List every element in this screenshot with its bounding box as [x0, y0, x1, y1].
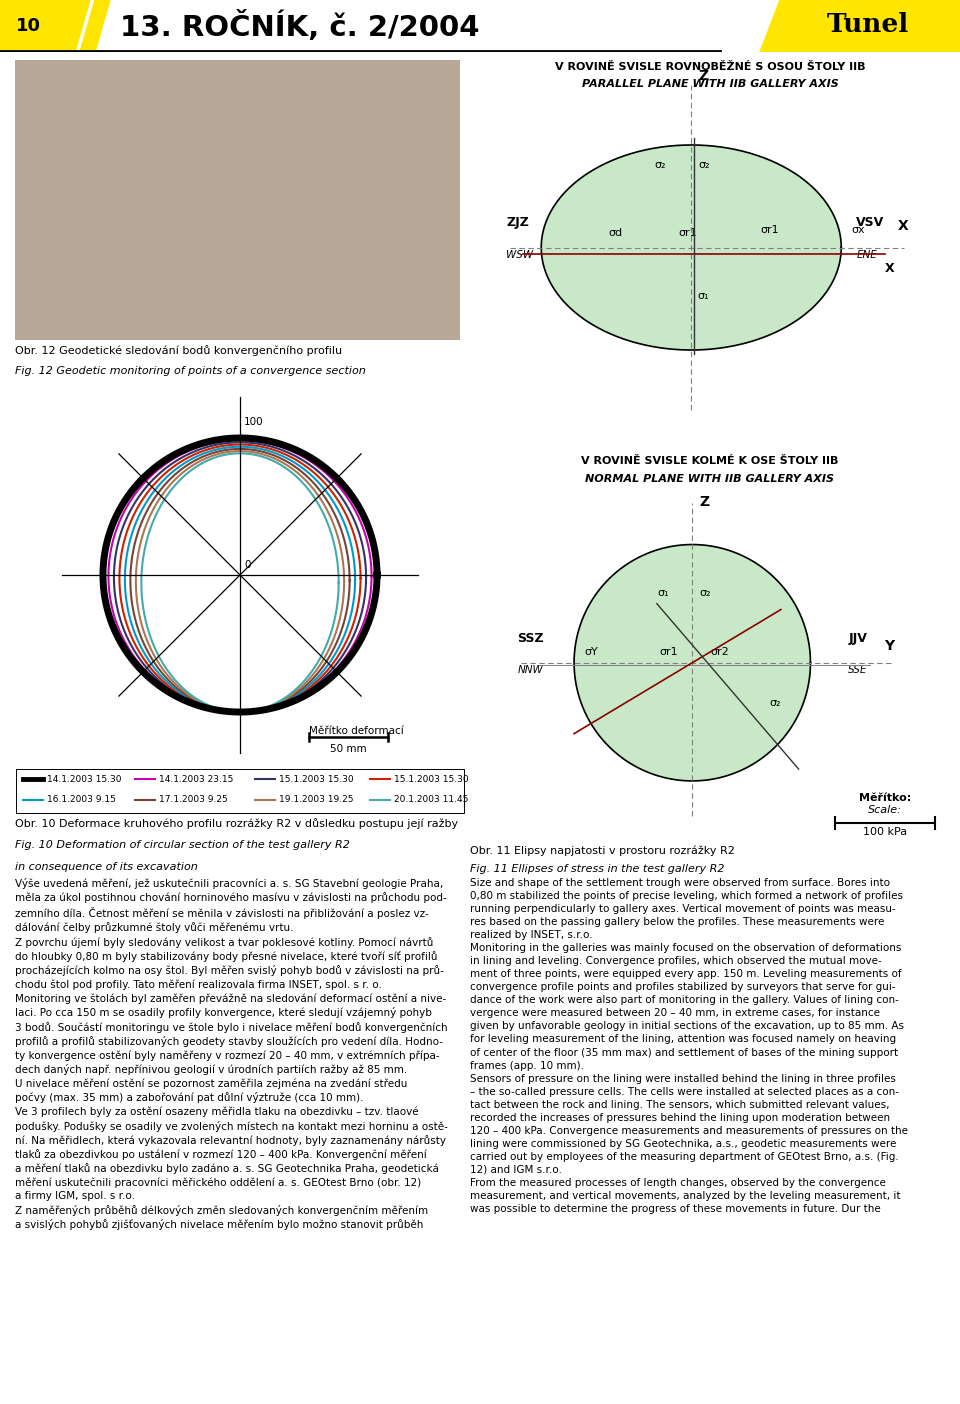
- Text: V ROVINĚ SVISLE ROVNOBĚŽNÉ S OSOU ŠTOLY IIB: V ROVINĚ SVISLE ROVNOBĚŽNÉ S OSOU ŠTOLY …: [555, 63, 865, 73]
- Text: 19.1.2003 19.25: 19.1.2003 19.25: [279, 796, 353, 804]
- Text: σ₁: σ₁: [698, 291, 709, 302]
- Polygon shape: [574, 545, 810, 781]
- Text: Obr. 11 Elipsy napjatosti v prostoru rozrážky R2: Obr. 11 Elipsy napjatosti v prostoru roz…: [470, 845, 734, 855]
- Text: σY: σY: [584, 647, 598, 657]
- Text: σr2: σr2: [710, 647, 729, 657]
- Text: WSW: WSW: [506, 250, 534, 260]
- Text: NNW: NNW: [517, 665, 543, 675]
- Text: 16.1.2003 9.15: 16.1.2003 9.15: [47, 796, 116, 804]
- Text: σx: σx: [852, 225, 865, 234]
- Text: 15.1.2003 15.30: 15.1.2003 15.30: [279, 775, 353, 783]
- Text: Fig. 12 Geodetic monitoring of points of a convergence section: Fig. 12 Geodetic monitoring of points of…: [15, 366, 366, 376]
- Text: Z: Z: [700, 496, 709, 510]
- Text: σ₂: σ₂: [655, 160, 666, 170]
- Text: Fig. 11 Ellipses of stress in the test gallery R2: Fig. 11 Ellipses of stress in the test g…: [470, 865, 725, 875]
- Text: Scale:: Scale:: [868, 804, 902, 814]
- Text: σ₁: σ₁: [658, 588, 668, 598]
- Text: Tunel: Tunel: [827, 11, 909, 37]
- Text: 20.1.2003 11.45: 20.1.2003 11.45: [394, 796, 468, 804]
- Text: 0: 0: [244, 560, 251, 570]
- Text: JJV: JJV: [849, 632, 867, 644]
- Polygon shape: [80, 0, 110, 52]
- Text: 14.1.2003 23.15: 14.1.2003 23.15: [159, 775, 233, 783]
- Text: σr1: σr1: [760, 225, 779, 234]
- Polygon shape: [0, 0, 90, 52]
- Text: 15.1.2003 15.30: 15.1.2003 15.30: [394, 775, 468, 783]
- Text: V ROVINĚ SVISLE KOLMÉ K OSE ŠTOLY IIB: V ROVINĚ SVISLE KOLMÉ K OSE ŠTOLY IIB: [582, 456, 839, 466]
- Text: SSZ: SSZ: [517, 632, 544, 644]
- Text: NORMAL PLANE WITH IIB GALLERY AXIS: NORMAL PLANE WITH IIB GALLERY AXIS: [586, 473, 834, 483]
- Text: ENE: ENE: [856, 250, 877, 260]
- Text: Obr. 12 Geodetické sledování bodů konvergenčního profilu: Obr. 12 Geodetické sledování bodů konver…: [15, 345, 342, 355]
- Text: Y: Y: [884, 639, 894, 653]
- Text: 17.1.2003 9.25: 17.1.2003 9.25: [159, 796, 228, 804]
- Text: 14.1.2003 15.30: 14.1.2003 15.30: [47, 775, 122, 783]
- Text: ZJZ: ZJZ: [506, 216, 529, 229]
- Text: σ₂: σ₂: [700, 588, 710, 598]
- Text: Z: Z: [699, 69, 708, 83]
- Text: X: X: [898, 219, 908, 233]
- Text: 50 mm: 50 mm: [330, 744, 367, 754]
- Text: Měřítko:: Měřítko:: [859, 793, 911, 803]
- Text: Obr. 10 Deformace kruhového profilu rozrážky R2 v důsledku postupu její ražby: Obr. 10 Deformace kruhového profilu rozr…: [15, 819, 458, 828]
- Text: in consequence of its excavation: in consequence of its excavation: [15, 862, 198, 872]
- Text: X: X: [885, 263, 895, 275]
- Polygon shape: [760, 0, 960, 52]
- Text: 13. ROČNÍK, č. 2/2004: 13. ROČNÍK, č. 2/2004: [120, 10, 479, 42]
- Text: σ₂: σ₂: [699, 160, 710, 170]
- Text: VSV: VSV: [856, 216, 884, 229]
- Text: 100: 100: [244, 417, 264, 427]
- Text: σr1: σr1: [679, 227, 697, 237]
- Text: Fig. 10 Deformation of circular section of the test gallery R2: Fig. 10 Deformation of circular section …: [15, 841, 349, 851]
- Text: Size and shape of the settlement trough were observed from surface. Bores into
0: Size and shape of the settlement trough …: [470, 878, 908, 1214]
- Text: 100 kPa: 100 kPa: [863, 827, 907, 837]
- Text: σd: σd: [609, 227, 622, 237]
- Polygon shape: [541, 145, 841, 350]
- Text: PARALLEL PLANE WITH IIB GALLERY AXIS: PARALLEL PLANE WITH IIB GALLERY AXIS: [582, 79, 838, 88]
- Text: SSE: SSE: [849, 665, 868, 675]
- Text: 10: 10: [15, 17, 40, 35]
- Text: σ₂: σ₂: [769, 698, 780, 708]
- Text: σr1: σr1: [660, 647, 678, 657]
- Text: Výše uvedená měření, jež uskutečnili pracovníci a. s. SG Stavební geologie Praha: Výše uvedená měření, jež uskutečnili pra…: [15, 878, 448, 1230]
- Text: Měřítko deformací: Měřítko deformací: [308, 726, 403, 736]
